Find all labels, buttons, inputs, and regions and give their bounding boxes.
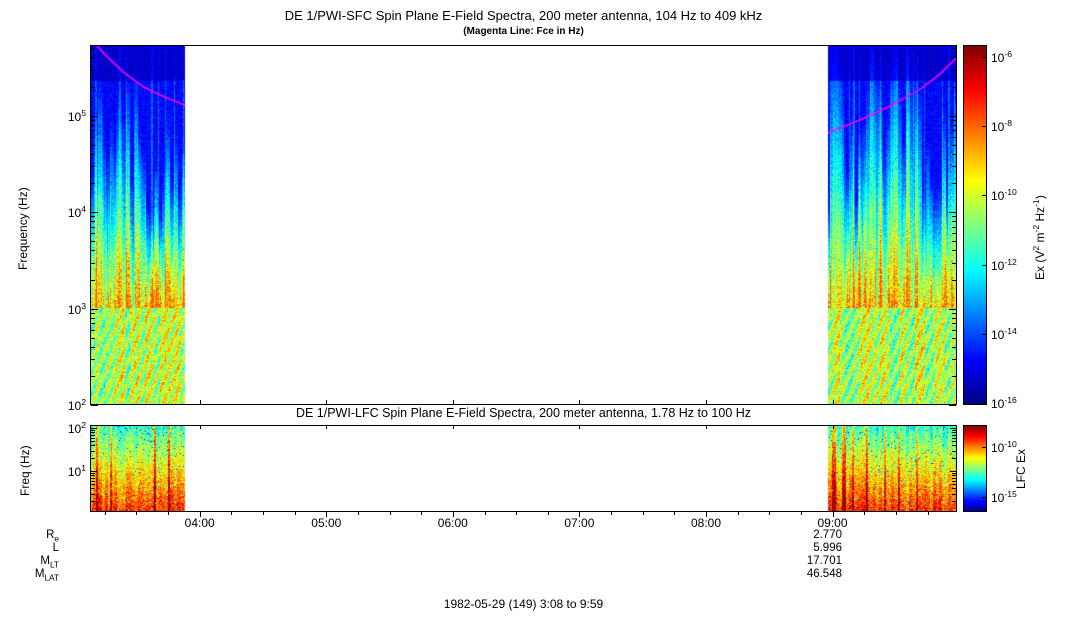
orbit-label-3: MLAT bbox=[34, 568, 59, 583]
x-tick bbox=[706, 512, 707, 517]
sfc-colorbar-label: Ex (V2 m-2 Hz-1) bbox=[1031, 195, 1047, 280]
x-minor-tick bbox=[294, 512, 296, 515]
orbit-value-2: 17.701 bbox=[806, 555, 842, 567]
lfc-colorbar bbox=[963, 425, 987, 512]
sfc-cb-tick-label: 10-16 bbox=[991, 395, 1017, 411]
x-minor-tick bbox=[737, 512, 739, 515]
sfc-y-tick-label: 105 bbox=[67, 107, 86, 124]
sfc-cb-tick-label: 10-10 bbox=[991, 187, 1017, 204]
sfc-cb-tick-label: 10-14 bbox=[991, 325, 1017, 342]
x-minor-tick bbox=[800, 512, 802, 515]
x-minor-tick bbox=[642, 512, 644, 515]
x-minor-tick bbox=[136, 512, 138, 515]
orbit-value-0: 2.770 bbox=[813, 529, 842, 541]
x-minor-tick bbox=[769, 512, 771, 515]
x-tick-label: 07:00 bbox=[564, 516, 595, 530]
x-minor-tick bbox=[231, 512, 233, 515]
x-tick bbox=[326, 512, 328, 517]
sfc-cb-tick-label: 10-6 bbox=[991, 49, 1013, 65]
orbit-label-1: L bbox=[52, 542, 59, 554]
sfc-y-axis-label: Frequency (Hz) bbox=[16, 187, 30, 270]
lfc-cb-tick-label: 10-15 bbox=[991, 489, 1017, 505]
x-minor-tick bbox=[864, 512, 866, 515]
orbit-value-3: 46.548 bbox=[806, 568, 842, 580]
x-tick bbox=[579, 512, 581, 517]
x-tick-label: 04:00 bbox=[184, 516, 215, 530]
sfc-cb-tick-label: 10-8 bbox=[991, 118, 1013, 135]
lfc-y-tick-label: 101 bbox=[67, 463, 86, 479]
sfc-y-tick-label: 103 bbox=[67, 300, 86, 317]
sfc-cb-tick-label: 10-12 bbox=[991, 256, 1017, 273]
x-minor-tick bbox=[357, 512, 359, 515]
x-tick bbox=[832, 512, 834, 517]
orbit-label-2: MLT bbox=[40, 555, 59, 570]
x-minor-tick bbox=[927, 512, 929, 515]
x-minor-tick bbox=[104, 512, 106, 515]
sfc-y-tick-label: 104 bbox=[67, 204, 86, 220]
x-minor-tick bbox=[168, 512, 170, 515]
x-tick bbox=[452, 512, 454, 517]
lfc-title: DE 1/PWI-LFC Spin Plane E-Field Spectra,… bbox=[295, 406, 752, 420]
x-tick-label: 05:00 bbox=[311, 516, 342, 530]
x-minor-tick bbox=[611, 512, 612, 515]
x-tick bbox=[199, 512, 201, 517]
x-minor-tick bbox=[263, 512, 264, 515]
lfc-y-axis-label: Freq (Hz) bbox=[18, 445, 32, 496]
lfc-colorbar-label: LFC Ex bbox=[1014, 448, 1028, 489]
sfc-subtitle: (Magenta Line: Fce in Hz) bbox=[463, 26, 584, 37]
x-tick-label: 08:00 bbox=[690, 516, 722, 530]
sfc-title: DE 1/PWI-SFC Spin Plane E-Field Spectra,… bbox=[284, 8, 763, 23]
lfc-y-tick-label: 102 bbox=[67, 420, 86, 436]
x-minor-tick bbox=[895, 512, 897, 515]
x-tick-label: 06:00 bbox=[437, 516, 468, 530]
sfc-colorbar bbox=[963, 45, 987, 405]
sfc-spectrogram bbox=[90, 45, 957, 405]
x-minor-tick bbox=[484, 512, 486, 515]
x-tick-label: 09:00 bbox=[817, 516, 848, 530]
x-minor-tick bbox=[547, 512, 549, 515]
lfc-spectrogram bbox=[90, 425, 957, 512]
x-minor-tick bbox=[516, 512, 518, 515]
orbit-value-1: 5.996 bbox=[813, 542, 842, 554]
orbit-label-0: Re bbox=[46, 529, 59, 544]
x-minor-tick bbox=[389, 512, 391, 515]
x-minor-tick bbox=[674, 512, 676, 515]
time-range-footer: 1982-05-29 (149) 3:08 to 9:59 bbox=[443, 597, 604, 611]
sfc-y-tick-label: 102 bbox=[67, 397, 86, 413]
x-minor-tick bbox=[421, 512, 423, 515]
